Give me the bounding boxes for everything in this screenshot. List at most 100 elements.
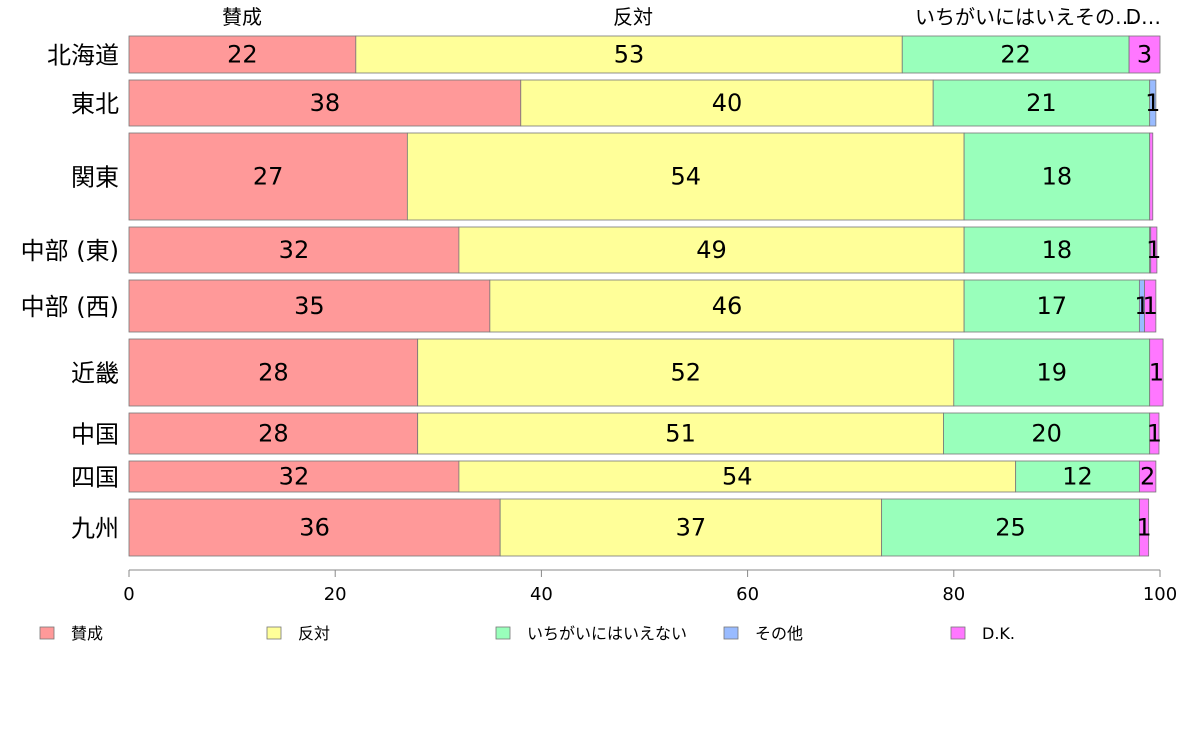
data-label: 52 <box>670 359 701 387</box>
bar-segment <box>963 279 1140 333</box>
bar-segment <box>1128 35 1161 74</box>
data-label: 49 <box>696 236 727 264</box>
data-label: 37 <box>676 514 707 542</box>
bar-segment <box>1149 412 1160 455</box>
data-label: 12 <box>1062 463 1093 491</box>
data-label: 51 <box>665 420 696 448</box>
bar-segment <box>1144 279 1157 333</box>
bar-segment <box>128 498 501 557</box>
legend-label: いちがいにはいえない <box>527 624 687 643</box>
data-label: 1 <box>1145 89 1160 117</box>
bar-segment <box>1149 338 1164 407</box>
bar-segment <box>901 35 1130 74</box>
bar-segment <box>1015 460 1140 493</box>
x-tick-label: 100 <box>1143 584 1177 605</box>
legend-item: D.K. <box>950 624 1015 643</box>
bar-segment <box>128 35 357 74</box>
data-label: 32 <box>279 236 310 264</box>
column-header: D… <box>1126 5 1161 29</box>
bar-segment <box>1138 498 1150 557</box>
legend-label: その他 <box>755 624 803 643</box>
column-headers: 賛成 反対 いちがいにはいえその…D… <box>222 5 1161 29</box>
bar-row: 27 54 18 <box>128 132 1154 221</box>
category-label: 四国 <box>71 464 119 492</box>
x-tick-label: 0 <box>123 584 134 605</box>
data-label: 1 <box>1136 514 1151 542</box>
data-label: 38 <box>310 89 341 117</box>
bar-row: 35 46 17 11 <box>128 279 1158 333</box>
x-tick-label: 40 <box>530 584 553 605</box>
data-label: 25 <box>995 514 1026 542</box>
data-label: 35 <box>294 292 325 320</box>
category-label: 近畿 <box>71 360 119 388</box>
data-label: 40 <box>712 89 743 117</box>
bar-segment <box>458 226 965 274</box>
bar-segment <box>963 132 1151 221</box>
bar-segment <box>1149 79 1157 127</box>
bar-row: 28 52 19 1 <box>128 338 1164 407</box>
data-label: 1 <box>1147 420 1162 448</box>
bar-segment <box>489 279 965 333</box>
category-label: 関東 <box>71 164 119 192</box>
data-label: 19 <box>1036 359 1067 387</box>
bar-segment <box>943 412 1151 455</box>
bar-row: 28 51 20 1 <box>128 412 1162 455</box>
legend-item: その他 <box>723 624 803 643</box>
bar-segment <box>417 338 955 407</box>
data-label: 18 <box>1042 163 1073 191</box>
category-label: 中国 <box>71 421 119 449</box>
legend-item: 反対 <box>266 624 330 643</box>
data-label: 32 <box>279 463 310 491</box>
legend-swatch <box>495 626 511 640</box>
bar-segment <box>458 460 1017 493</box>
data-label: 54 <box>670 163 701 191</box>
data-label: 22 <box>1000 41 1031 69</box>
legend: 賛成 反対 いちがいにはいえない その他 D.K. <box>39 624 1015 643</box>
data-label: 21 <box>1026 89 1057 117</box>
bar-row: 32 49 18 1 <box>128 226 1161 274</box>
bar-row: 32 54 12 2 <box>128 460 1157 493</box>
x-axis: 0 20 40 60 80 100 <box>123 569 1177 605</box>
data-label: 28 <box>258 359 289 387</box>
x-tick-label: 80 <box>942 584 965 605</box>
category-label: 中部 (東) <box>21 237 119 265</box>
x-tick-label: 20 <box>324 584 347 605</box>
bar-row: 36 37 25 1 <box>128 498 1152 557</box>
data-label: 2 <box>1140 463 1155 491</box>
bar-segment <box>128 338 419 407</box>
bar-segment <box>1149 132 1154 221</box>
legend-swatch <box>266 626 282 640</box>
bar-segment <box>1150 226 1158 274</box>
bar-segment <box>128 279 491 333</box>
data-label: 28 <box>258 420 289 448</box>
legend-label: 反対 <box>298 624 330 643</box>
bar-segment <box>953 338 1151 407</box>
data-label: 18 <box>1042 236 1073 264</box>
column-header: 賛成 <box>222 5 262 29</box>
data-label: 1 <box>1146 236 1161 264</box>
data-label: 17 <box>1036 292 1067 320</box>
column-header: いちがいにはいえその… <box>915 5 1135 29</box>
bar-segment <box>128 412 419 455</box>
category-label: 九州 <box>71 515 119 543</box>
legend-swatch <box>723 626 739 640</box>
bar-segment <box>1138 460 1157 493</box>
data-label: 1 <box>1149 359 1164 387</box>
bar-segment <box>406 132 965 221</box>
bar-segment <box>128 132 408 221</box>
category-label: 東北 <box>71 90 119 118</box>
data-label: 54 <box>722 463 753 491</box>
data-label: 27 <box>253 163 284 191</box>
bar-row: 38 40 21 1 <box>128 79 1160 127</box>
bar-segment <box>963 226 1151 274</box>
data-label: 3 <box>1137 41 1152 69</box>
legend-swatch <box>39 626 55 640</box>
bar-segment <box>520 79 934 127</box>
column-header: 反対 <box>613 5 653 29</box>
bar-segment <box>355 35 903 74</box>
category-label: 北海道 <box>47 42 119 70</box>
bar-segment <box>881 498 1140 557</box>
legend-item: 賛成 <box>39 624 103 643</box>
